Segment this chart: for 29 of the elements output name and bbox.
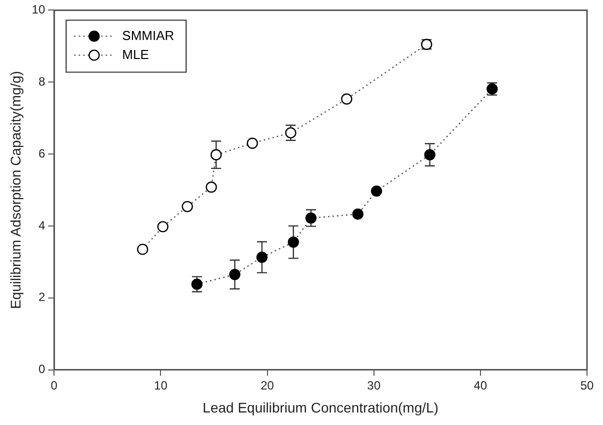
point — [352, 208, 364, 220]
x-tick-label: 10 — [154, 378, 168, 392]
point — [424, 149, 436, 160]
point — [182, 200, 193, 212]
y-axis-title: Equilibrium Adsorption Capacity(mg/g) — [7, 70, 24, 310]
point — [206, 182, 217, 193]
x-tick-label: 30 — [367, 378, 381, 392]
y-tick-label: 6 — [38, 146, 46, 160]
x-axis-title: Lead Equilibrium Concentration(mg/L) — [202, 399, 438, 416]
legend-label: SMMIAR — [122, 28, 174, 43]
y-tick-label: 4 — [38, 218, 46, 232]
x-tick-label: 40 — [474, 378, 488, 392]
point — [370, 185, 382, 197]
point — [210, 149, 222, 160]
point — [246, 138, 258, 149]
x-tick-label: 50 — [580, 378, 594, 392]
point — [157, 221, 168, 232]
x-tick-label: 0 — [50, 378, 58, 392]
x-tick-label: 20 — [260, 378, 274, 392]
y-tick-label: 0 — [38, 362, 46, 376]
y-tick-label: 8 — [38, 74, 46, 88]
y-tick-label: 10 — [32, 2, 46, 17]
point — [256, 252, 268, 263]
point — [229, 268, 240, 280]
y-tick-label: 2 — [38, 290, 46, 304]
point — [288, 236, 299, 248]
point — [341, 93, 352, 105]
point — [137, 244, 148, 255]
legend-label: MLE — [122, 46, 150, 62]
